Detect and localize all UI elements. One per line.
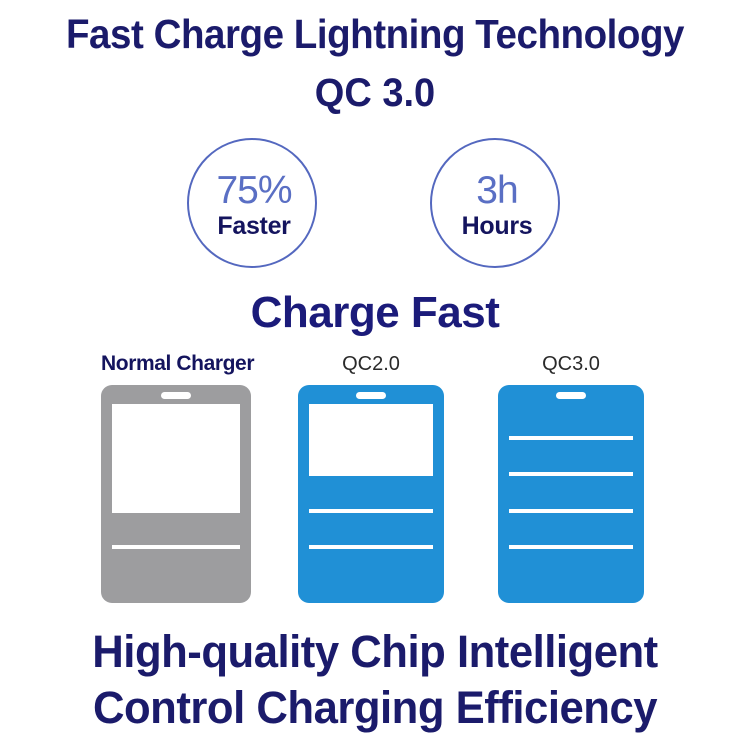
- phone-caption: QC3.0: [542, 353, 600, 375]
- phone-caption: Normal Charger: [101, 352, 255, 375]
- phone-speaker-icon: [356, 392, 386, 399]
- battery-bar-filled: [309, 548, 433, 581]
- stat-badge-hours: 3h Hours: [430, 138, 564, 272]
- phone-comparison: Normal Charger QC2.0 QC3.0: [0, 352, 750, 608]
- page-title: Fast Charge Lightning Technology: [65, 11, 685, 57]
- battery-bar-filled: [309, 476, 433, 509]
- battery-bar-filled: [509, 476, 633, 509]
- battery-bar-empty: [112, 476, 240, 509]
- stat-value: 75%: [216, 168, 292, 212]
- section-title: Charge Fast: [250, 288, 500, 337]
- phone-column-qc20: QC2.0: [298, 352, 444, 603]
- circle-ring-icon: [187, 138, 317, 268]
- footer-line-1: High-quality Chip Intelligent: [92, 626, 658, 677]
- circle-ring-icon: [430, 138, 560, 268]
- stats-row: 75% Faster 3h Hours: [0, 138, 750, 272]
- phone-column-normal-charger: Normal Charger: [101, 352, 255, 603]
- battery-bar-filled: [112, 548, 240, 581]
- footer-line-2: Control Charging Efficiency: [92, 682, 658, 733]
- battery-bar-filled: [509, 512, 633, 545]
- battery-bar-filled: [112, 512, 240, 545]
- footer-copy: High-quality Chip Intelligent Control Ch…: [0, 624, 750, 736]
- stat-badge-faster: 75% Faster: [187, 138, 321, 272]
- stat-badge-content: 3h Hours: [416, 138, 578, 272]
- phone-caption: QC2.0: [342, 353, 400, 375]
- phone-column-qc30: QC3.0: [498, 352, 644, 603]
- battery-bar-filled: [509, 548, 633, 581]
- phone-device-icon: [298, 385, 444, 603]
- stat-badge-content: 75% Faster: [173, 138, 335, 272]
- stat-label: Faster: [217, 211, 291, 240]
- battery-bar-filled: [309, 512, 433, 545]
- phone-screen: [309, 404, 433, 581]
- phone-speaker-icon: [556, 392, 586, 399]
- battery-bar-empty: [112, 440, 240, 473]
- phone-device-icon: [101, 385, 251, 603]
- battery-bar-filled: [509, 440, 633, 473]
- phone-device-icon: [498, 385, 644, 603]
- phone-screen: [509, 404, 633, 581]
- phone-screen: [112, 404, 240, 581]
- page-subtitle: QC 3.0: [314, 71, 436, 115]
- battery-bar-empty: [309, 404, 433, 437]
- stat-label: Hours: [461, 211, 533, 240]
- stat-value: 3h: [476, 168, 518, 212]
- battery-bar-empty: [309, 440, 433, 473]
- phone-speaker-icon: [161, 392, 191, 399]
- battery-bar-empty: [112, 404, 240, 437]
- battery-bar-filled: [509, 404, 633, 437]
